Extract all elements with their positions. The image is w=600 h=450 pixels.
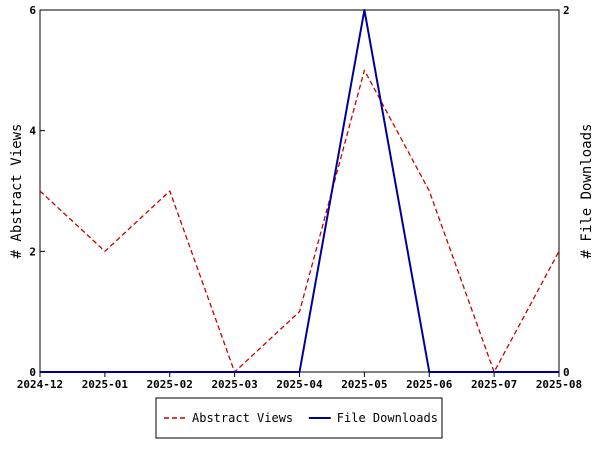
x-tick-label: 2025-04	[276, 378, 323, 391]
plot-frame	[39, 9, 560, 373]
y-left-tick-label: 2	[29, 245, 36, 258]
x-tick-label: 2025-02	[147, 378, 193, 391]
x-tick-label: 2025-05	[341, 378, 387, 391]
x-tick-label: 2025-08	[536, 378, 582, 391]
y-left-tick-label: 6	[29, 4, 36, 17]
x-tick-label: 2025-03	[211, 378, 257, 391]
y-right-axis-title: # File Downloads	[579, 124, 595, 259]
series-line-abstract-views	[39, 69, 560, 373]
y-left-tick-label: 0	[29, 366, 36, 379]
y-left-tick-label: 4	[29, 125, 36, 138]
x-tick-label: 2024-12	[17, 378, 63, 391]
y-right-tick-label: 2	[563, 4, 570, 17]
y-left-axis-title: # Abstract Views	[9, 124, 25, 259]
x-tick-label: 2025-07	[471, 378, 517, 391]
y-right-tick-label: 0	[563, 366, 570, 379]
x-tick-label: 2025-01	[82, 378, 129, 391]
legend-box	[155, 397, 443, 439]
legend-label: File Downloads	[337, 411, 438, 425]
x-tick-label: 2025-06	[406, 378, 453, 391]
legend-label: Abstract Views	[192, 411, 293, 425]
series-line-file-downloads	[40, 9, 559, 373]
